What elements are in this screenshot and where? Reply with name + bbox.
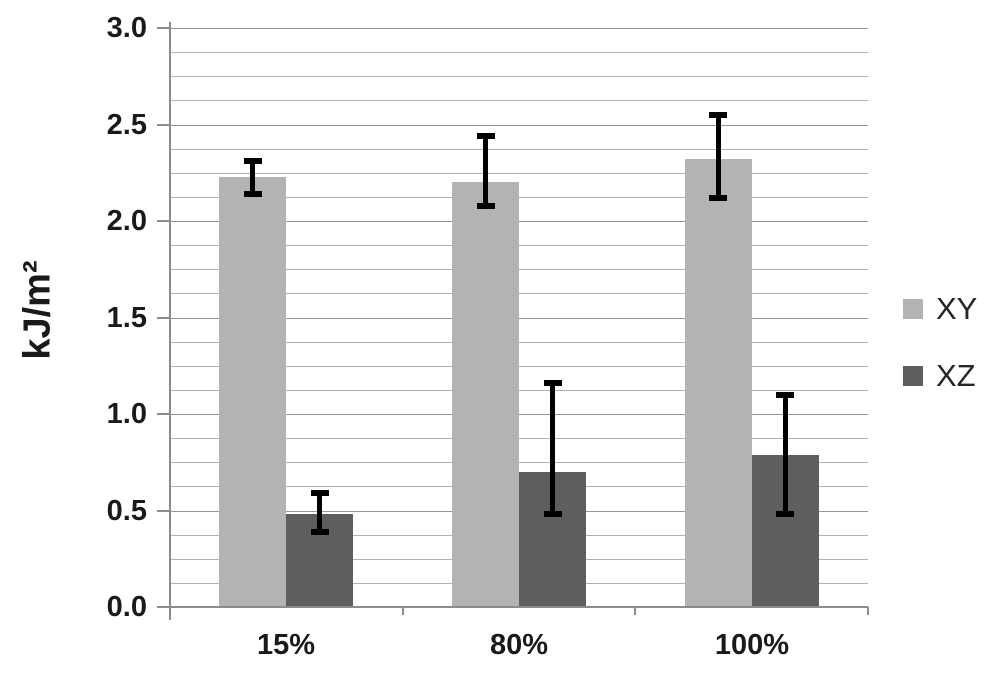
major-gridline [170,221,868,222]
major-gridline [170,414,868,415]
y-axis-tick [157,510,170,512]
error-bar-stem [483,136,488,205]
y-axis-tick [157,124,170,126]
y-tick-label: 1.5 [106,302,147,334]
error-bar-stem [716,115,721,198]
minor-gridline [170,269,868,270]
minor-gridline [170,76,868,77]
minor-gridline [170,293,868,294]
legend-swatch-xz [903,365,923,386]
error-bar-cap [776,511,794,517]
y-axis-line [169,22,171,620]
error-bar-cap [776,392,794,398]
bar-xy-80% [452,182,519,606]
error-bar-cap [477,203,495,209]
legend-label-xy: XY [936,291,978,326]
error-bar-cap [311,529,329,535]
x-category-label: 15% [256,629,316,661]
error-bar-cap [244,191,262,197]
error-bar-cap [544,511,562,517]
major-gridline [170,125,868,126]
minor-gridline [170,52,868,53]
error-bar-stem [783,395,788,515]
y-axis-tick [157,220,170,222]
x-axis-line [170,606,868,608]
y-axis-tick [157,27,170,29]
x-axis-tick [169,607,171,615]
error-bar-stem [317,493,322,532]
minor-gridline [170,342,868,343]
legend-item-xz: XZ [903,360,977,391]
y-axis-tick [157,317,170,319]
y-tick-label: 3.0 [106,12,147,44]
minor-gridline [170,100,868,101]
y-tick-label: 1.0 [106,398,147,430]
error-bar-cap [311,490,329,496]
y-tick-label: 2.5 [106,109,147,141]
y-axis-tick [157,413,170,415]
minor-gridline [170,366,868,367]
bar-xy-100% [685,159,752,606]
legend-item-xy: XY [903,293,977,324]
minor-gridline [170,390,868,391]
legend-label-xz: XZ [936,358,976,393]
x-category-label: 80% [489,629,549,661]
error-bar-cap [544,380,562,386]
legend: XY XZ [903,293,977,391]
x-axis-tick [867,607,869,615]
error-bar-stem [550,383,555,514]
error-bar-stem [250,161,255,194]
major-gridline [170,318,868,319]
minor-gridline [170,245,868,246]
minor-gridline [170,462,868,463]
major-gridline [170,28,868,29]
x-axis-tick [634,607,636,615]
minor-gridline [170,149,868,150]
bar-xy-15% [219,177,286,606]
y-tick-label: 2.0 [106,205,147,237]
x-axis-tick [402,607,404,615]
error-bar-cap [709,195,727,201]
y-tick-label: 0.5 [106,495,147,527]
minor-gridline [170,438,868,439]
legend-swatch-xy [903,298,923,319]
y-tick-label: 0.0 [106,591,147,623]
x-category-label: 100% [714,629,790,661]
error-bar-cap [244,158,262,164]
error-bar-cap [709,112,727,118]
error-bar-cap [477,133,495,139]
minor-gridline [170,173,868,174]
minor-gridline [170,197,868,198]
y-axis-tick [157,606,170,608]
